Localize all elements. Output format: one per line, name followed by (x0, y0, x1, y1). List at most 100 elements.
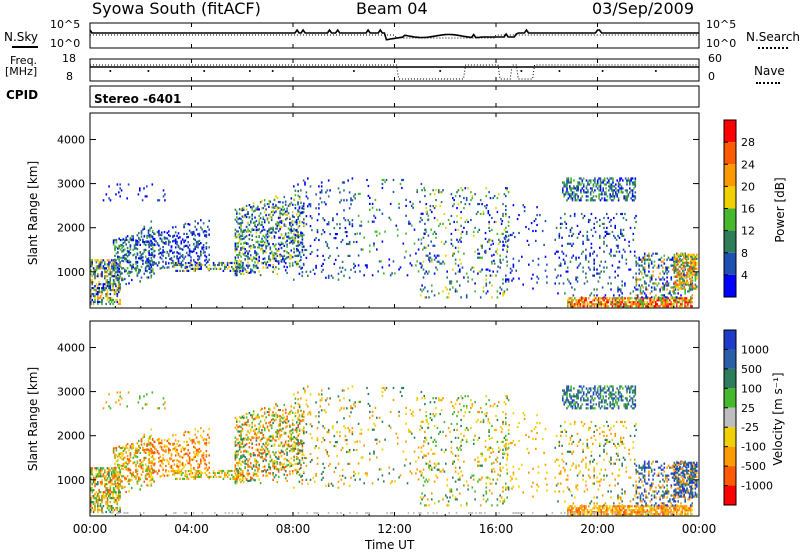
velocity-cell (91, 506, 93, 510)
power-cell (109, 261, 112, 264)
power-cell (566, 185, 568, 188)
velocity-cell (188, 462, 191, 465)
velocity-cell (91, 467, 93, 470)
power-cell (291, 220, 294, 223)
power-cell (138, 268, 140, 271)
power-cell (108, 259, 110, 262)
power-cell (650, 286, 653, 289)
power-cell (628, 268, 630, 271)
power-cell (606, 177, 609, 180)
power-cell (148, 234, 150, 237)
power-cell (234, 244, 237, 247)
velocity-cell (112, 477, 114, 480)
power-cell (105, 295, 107, 298)
velocity-cell (109, 469, 112, 472)
power-cell (505, 212, 507, 216)
power-cell (309, 203, 312, 206)
power-cell (682, 259, 684, 262)
power-cell (148, 253, 150, 257)
power-cell (238, 212, 241, 215)
power-cell (600, 260, 602, 263)
velocity-cell (181, 456, 184, 459)
power-cell (604, 230, 607, 233)
velocity-cell (132, 443, 134, 446)
power-cell (114, 260, 116, 264)
power-cell (574, 303, 576, 306)
velocity-cell (95, 499, 98, 502)
power-cell (91, 279, 93, 282)
power-cell (318, 203, 320, 206)
velocity-cell (135, 470, 137, 473)
power-cell (357, 264, 360, 267)
power-cell (241, 248, 244, 251)
power-cell (624, 303, 626, 306)
power-cell (639, 288, 642, 291)
power-cell (581, 299, 583, 302)
power-cell (637, 278, 639, 281)
power-cell (677, 297, 679, 300)
power-cell (660, 299, 663, 302)
power-cell (595, 303, 597, 306)
power-cell (112, 302, 114, 306)
velocity-cell (208, 441, 210, 444)
power-cell (90, 291, 92, 294)
velocity-cell (115, 501, 117, 504)
power-cell (255, 251, 258, 254)
power-cell (252, 205, 255, 208)
power-cell (90, 269, 92, 272)
velocity-cell (254, 465, 256, 468)
power-cell (569, 282, 572, 285)
velocity-cell (234, 472, 237, 475)
power-cell (592, 274, 594, 277)
power-cell (98, 289, 100, 292)
velocity-cell (136, 482, 139, 485)
power-cell (574, 297, 576, 300)
velocity-cell (90, 481, 92, 484)
power-cell (307, 205, 309, 208)
power-cell (187, 261, 190, 265)
power-cell (293, 247, 295, 250)
power-cell (126, 251, 129, 254)
power-cell (597, 280, 600, 283)
velocity-cell (186, 459, 188, 462)
power-cell (238, 233, 241, 236)
velocity-cell (136, 447, 139, 451)
power-cell (301, 243, 304, 246)
velocity-cell (133, 461, 136, 464)
power-cell (590, 292, 593, 295)
velocity-cell (194, 473, 197, 477)
power-cell (564, 185, 567, 188)
power-cell (128, 253, 130, 256)
power-cell (301, 245, 304, 249)
power-cell (673, 261, 676, 264)
power-cell (637, 288, 639, 291)
power-cell (221, 261, 223, 265)
power-cell (558, 236, 561, 239)
velocity-cell (109, 497, 112, 500)
power-cell (614, 254, 616, 257)
velocity-cell (149, 435, 151, 438)
power-cell (263, 243, 266, 246)
power-cell (125, 282, 127, 286)
power-cell (362, 248, 364, 251)
power-cell (443, 262, 446, 265)
power-cell (599, 297, 601, 300)
power-cell (696, 267, 698, 270)
velocity-cell (202, 452, 205, 455)
power-cell (502, 282, 504, 285)
velocity-cell (247, 472, 249, 475)
power-cell (158, 232, 160, 235)
power-cell (401, 186, 403, 190)
power-cell (343, 209, 345, 212)
power-cell (587, 218, 590, 222)
power-cell (121, 250, 123, 253)
velocity-cell (243, 480, 245, 484)
power-cell (151, 268, 154, 271)
velocity-cell (245, 443, 248, 446)
velocity-cell (236, 424, 238, 427)
power-cell (90, 273, 92, 276)
power-cell (272, 243, 274, 246)
power-cell (190, 267, 193, 270)
power-cell (470, 199, 472, 202)
power-cell (244, 248, 246, 251)
